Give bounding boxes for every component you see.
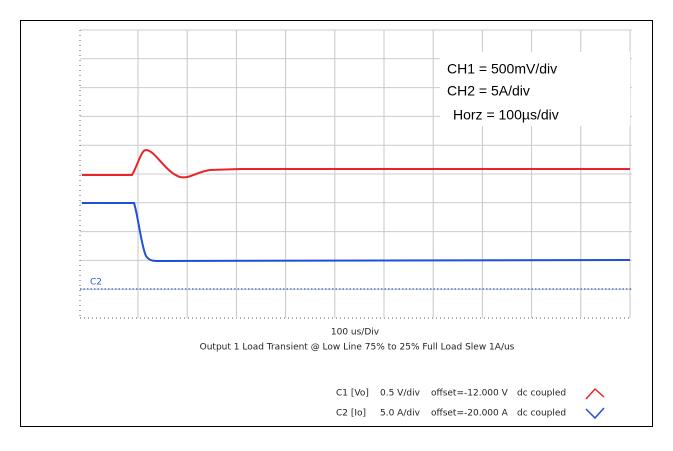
legend-scale: 0.5 V/div	[380, 389, 421, 399]
ch1-trace	[82, 148, 630, 179]
legend: C1 [Vo] 0.5 V/div offset=-12.000 V dc co…	[336, 387, 605, 420]
settings-box	[440, 52, 630, 126]
legend-icon	[585, 407, 605, 420]
legend-coupling: dc coupled	[517, 409, 566, 419]
legend-channel: C1 [Vo]	[336, 389, 369, 399]
legend-coupling: dc coupled	[517, 389, 566, 399]
setting: Horz = 100µs/div	[453, 107, 559, 123]
legend-offset: offset=-12.000 V	[431, 389, 509, 399]
setting: CH1 = 500mV/div	[447, 61, 557, 77]
caption: Output 1 Load Transient @ Low Line 75% t…	[200, 343, 515, 353]
ch2-trace	[82, 202, 631, 263]
legend-channel: C2 [Io]	[336, 409, 366, 419]
time-base: 100 us/Div	[331, 328, 380, 338]
setting: CH2 = 5A/div	[447, 83, 530, 99]
channel-marker: C2	[90, 278, 102, 288]
legend-offset: offset=-20.000 A	[431, 409, 509, 419]
legend-scale: 5.0 A/div	[380, 409, 421, 419]
legend-icon	[585, 387, 605, 400]
